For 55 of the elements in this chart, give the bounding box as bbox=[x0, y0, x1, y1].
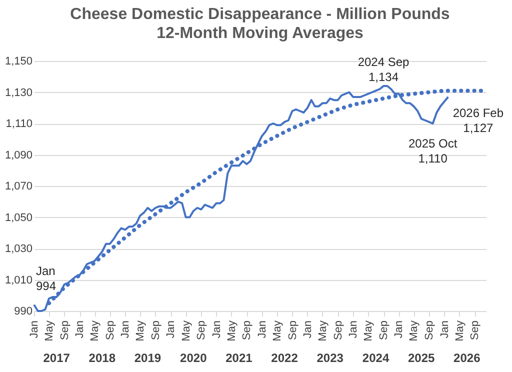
x2-tick-label: 2020 bbox=[180, 351, 208, 365]
y-tick-label: 1,050 bbox=[4, 212, 32, 224]
x2-tick-label: 2019 bbox=[134, 351, 162, 365]
x-tick-label: Jan bbox=[28, 320, 40, 338]
y-tick-label: 990 bbox=[14, 306, 32, 318]
x2-tick-label: 2018 bbox=[88, 351, 116, 365]
y-tick-label: 1,090 bbox=[4, 149, 32, 162]
x-tick-label: Jan bbox=[256, 320, 268, 338]
x-tick-label: Jan bbox=[210, 320, 223, 338]
x-tick-label: Jan bbox=[120, 320, 132, 338]
x-tick-label: May bbox=[180, 320, 192, 342]
x-tick-label: May bbox=[454, 320, 466, 342]
x2-tick-label: 2023 bbox=[316, 351, 344, 365]
chart-subtitle: 12-Month Moving Averages bbox=[156, 25, 364, 42]
annotation: 2025 Oct 1,110 bbox=[408, 136, 458, 166]
x-tick-label: May bbox=[134, 320, 147, 342]
x2-tick-label: 2024 bbox=[362, 351, 390, 365]
x2-tick-label: 2021 bbox=[226, 351, 253, 365]
annotation: 2026 Feb 1,127 bbox=[452, 106, 504, 135]
x-tick-label: Sep bbox=[424, 320, 436, 340]
x2-tick-label: 2026 bbox=[454, 351, 481, 365]
x-tick-label: May bbox=[408, 320, 420, 342]
x2-tick-label: 2017 bbox=[43, 351, 70, 365]
x-tick-label: Sep bbox=[104, 320, 116, 340]
x-tick-label: Sep bbox=[150, 320, 162, 340]
x-tick-label: Sep bbox=[58, 320, 71, 340]
x-tick-label: May bbox=[271, 320, 284, 342]
x-tick-label: Sep bbox=[469, 320, 482, 340]
y-tick-label: 1,130 bbox=[4, 86, 32, 99]
x-tick-label: Jan bbox=[74, 320, 86, 338]
x-tick-label: Sep bbox=[332, 320, 344, 340]
x-tick-label: Jan bbox=[438, 320, 451, 338]
x-tick-label: May bbox=[226, 320, 238, 342]
y-tick-label: 1,110 bbox=[6, 118, 32, 130]
x-tick-label: May bbox=[89, 320, 102, 342]
x2-tick-label: 2025 bbox=[408, 351, 436, 365]
x-tick-label: May bbox=[316, 320, 329, 342]
x-tick-label: Jan bbox=[393, 320, 406, 338]
x-tick-label: Sep bbox=[378, 320, 390, 340]
y-tick-label: 1,030 bbox=[4, 243, 32, 255]
annotation: Jan 994 bbox=[36, 264, 56, 293]
annotation: 2024 Sep 1,134 bbox=[358, 55, 410, 84]
x-tick-label: May bbox=[43, 320, 56, 342]
x-tick-label: Sep bbox=[196, 320, 208, 340]
y-tick-label: 1,070 bbox=[4, 180, 32, 192]
x-tick-label: Jan bbox=[348, 320, 360, 338]
chart-title: Cheese Domestic Disappearance - Million Pounds bbox=[70, 6, 450, 23]
x-tick-label: May bbox=[362, 320, 375, 342]
x2-tick-label: 2022 bbox=[271, 351, 298, 365]
y-tick-label: 1,010 bbox=[4, 274, 32, 286]
x-tick-label: Jan bbox=[302, 320, 314, 338]
x-tick-label: Sep bbox=[241, 320, 254, 340]
y-tick-label: 1,150 bbox=[4, 56, 32, 68]
x-tick-label: Jan bbox=[165, 320, 178, 338]
x-tick-label: Sep bbox=[286, 320, 299, 340]
